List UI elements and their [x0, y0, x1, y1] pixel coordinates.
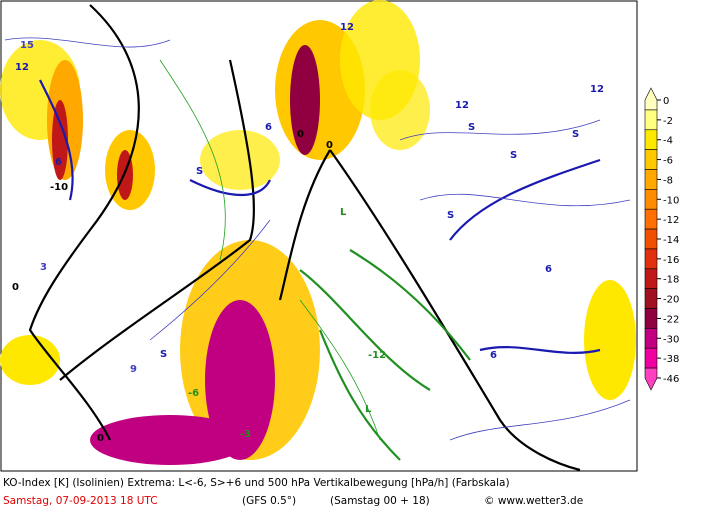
map-label: S	[196, 166, 203, 177]
map-label: -10	[50, 182, 68, 193]
colorbar-swatch	[644, 308, 658, 329]
colorbar-swatch	[644, 328, 658, 349]
map-label: -12	[368, 350, 386, 361]
map-label: 15	[20, 40, 34, 51]
map-label: L	[365, 404, 372, 415]
map-label: 0	[297, 129, 304, 140]
map-label: S	[468, 122, 475, 133]
colorbar-swatch	[644, 169, 658, 190]
map-label: 3	[40, 262, 47, 273]
map-label: S	[572, 129, 579, 140]
colorbar-swatch	[644, 288, 658, 309]
map-label: 0	[12, 282, 19, 293]
footer-line: KO-Index [K] (Isolinien) Extrema: L<-6, …	[3, 477, 510, 489]
colorbar: 0 -2 -4 -6 -8 -10 -12 -14 -16 -18 -20 -22 -30 -38 -46	[644, 87, 679, 391]
map-label: 12	[15, 62, 29, 73]
map-labels: 12 12 12 12 6 6 6 6 0 0 0 0 S S S S S S L L -12 -6 -3 -10 15 9 3	[12, 22, 604, 444]
colorbar-cap	[644, 367, 658, 391]
colorbar-label: -14	[663, 235, 679, 246]
colorbar-swatch	[644, 347, 658, 369]
colorbar-label: -38	[663, 354, 679, 365]
colorbar-label: -46	[663, 374, 679, 385]
map-label: S	[447, 210, 454, 221]
colorbar-swatch	[644, 129, 658, 150]
map-label: 6	[490, 350, 497, 361]
colorbar-swatch	[644, 109, 658, 131]
map-label: L	[340, 207, 347, 218]
colorbar-label: -18	[663, 275, 679, 286]
footer-run: (Samstag 00 + 18)	[330, 495, 430, 507]
colorbar-swatch	[644, 248, 658, 270]
map-label: 6	[545, 264, 552, 275]
map-label: 6	[55, 157, 62, 168]
map-label: 0	[97, 433, 104, 444]
map-label: 0	[326, 140, 333, 151]
colorbar-label: -12	[663, 215, 679, 226]
colorbar-label: -2	[663, 116, 673, 127]
map-label: 12	[455, 100, 469, 111]
colorbar-label: -4	[663, 136, 673, 147]
footer-copyright: © www.wetter3.de	[484, 495, 583, 507]
colorbar-swatch	[644, 149, 658, 170]
map-label: S	[160, 349, 167, 360]
colorbar-label: -22	[663, 314, 679, 325]
colorbar-label: -6	[663, 156, 673, 167]
colorbar-label: 0	[663, 96, 669, 107]
colorbar-label: -8	[663, 175, 673, 186]
colorbar-label: -30	[663, 334, 679, 345]
map-label: 12	[340, 22, 354, 33]
colorbar-swatch	[644, 208, 658, 230]
map-label: 6	[265, 122, 272, 133]
footer-date: Samstag, 07-09-2013 18 UTC	[3, 495, 158, 507]
colorbar-swatch	[644, 228, 658, 250]
colorbar-label: -16	[663, 255, 679, 266]
footer-model: (GFS 0.5°)	[242, 495, 296, 507]
colorbar-swatch	[644, 189, 658, 210]
map-label: 9	[130, 364, 137, 375]
footer: KO-Index [K] (Isolinien) Extrema: L<-6, …	[3, 477, 583, 507]
map-label: 12	[590, 84, 604, 95]
map-fields	[0, 0, 638, 472]
colorbar-swatch	[644, 268, 658, 289]
map-label: -3	[240, 429, 251, 440]
colorbar-label: -20	[663, 295, 679, 306]
map-label: -6	[188, 388, 199, 399]
map-label: S	[510, 150, 517, 161]
colorbar-label: -10	[663, 195, 679, 206]
